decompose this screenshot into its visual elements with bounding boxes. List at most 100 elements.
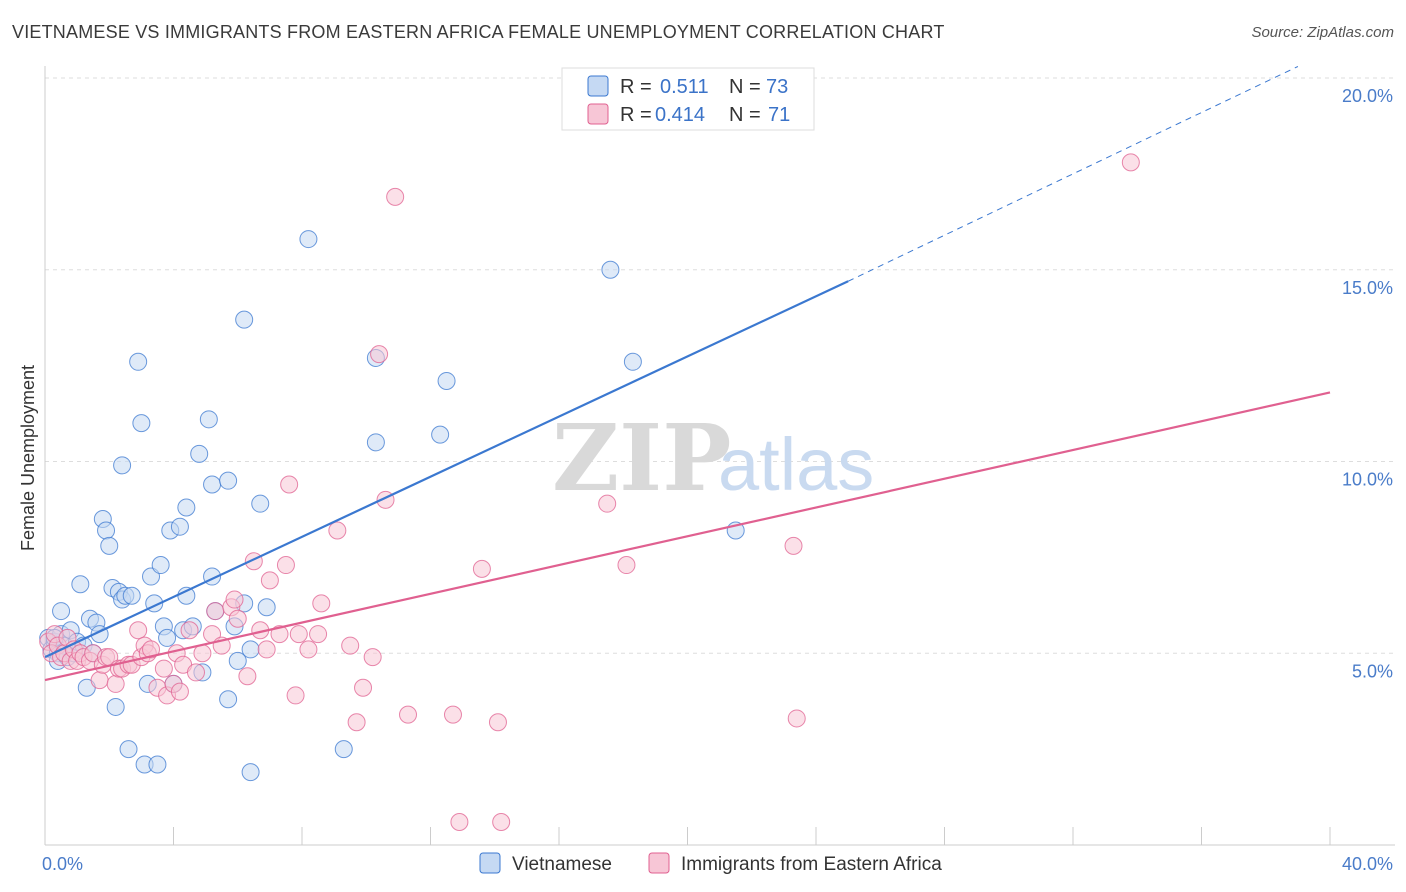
eastern-africa-point-57: [328, 521, 347, 540]
vietnamese-trend-extension: [847, 66, 1299, 282]
eastern-africa-point-72: [617, 556, 636, 575]
watermark-zip: ZIP: [552, 404, 731, 512]
vietnamese-point-30: [129, 352, 148, 371]
eastern-africa-point-48: [260, 571, 279, 590]
eastern-africa-point-55: [309, 625, 328, 644]
x-axis-tick-labels: 0.0% 40.0%: [42, 854, 1393, 874]
y-tick-label-10: 10.0%: [1342, 470, 1393, 490]
vietnamese-point-68: [437, 371, 456, 390]
eastern-africa-point-14: [90, 671, 109, 690]
chart-source: Source: ZipAtlas.com: [1251, 24, 1394, 41]
eastern-africa-point-33: [170, 682, 189, 701]
eastern-africa-point-36: [186, 663, 205, 682]
eastern-africa-point-42: [225, 590, 244, 609]
vietnamese-point-61: [251, 494, 270, 513]
legend-n-label-2: N =: [729, 104, 761, 126]
legend-r-label-2: R =: [620, 104, 652, 126]
vietnamese-point-66: [366, 433, 385, 452]
vietnamese-point-21: [100, 536, 119, 555]
bottom-legend-swatch-vietnamese: [479, 852, 501, 874]
legend: R = 0.511 N = 73 R = 0.414 N = 71: [561, 67, 815, 131]
series-eastern-africa-points: [39, 153, 1140, 831]
eastern-africa-point-35: [180, 621, 199, 640]
vietnamese-point-28: [119, 740, 138, 759]
vietnamese-point-47: [190, 444, 209, 463]
bottom-legend-vietnamese: Vietnamese: [512, 854, 612, 875]
eastern-africa-point-68: [472, 559, 491, 578]
eastern-africa-point-70: [492, 812, 511, 831]
vietnamese-trend-line: [44, 280, 849, 659]
vietnamese-point-54: [219, 690, 238, 709]
legend-n-label-1: N =: [729, 76, 761, 98]
vietnamese-point-39: [158, 628, 177, 647]
vietnamese-point-36: [148, 755, 167, 774]
y-axis-label: Female Unemployment: [18, 365, 38, 551]
eastern-africa-point-29: [154, 659, 173, 678]
eastern-africa-point-18: [106, 674, 125, 693]
eastern-africa-point-44: [238, 667, 257, 686]
vietnamese-point-45: [177, 498, 196, 517]
legend-r-label-1: R =: [620, 76, 652, 98]
vietnamese-point-62: [257, 598, 276, 617]
vietnamese-point-69: [601, 260, 620, 279]
vietnamese-point-59: [241, 640, 260, 659]
legend-r-value-1: 0.511: [660, 76, 709, 98]
y-tick-label-20: 20.0%: [1342, 86, 1393, 106]
x-tick-label-40: 40.0%: [1342, 854, 1393, 874]
y-tick-label-15: 15.0%: [1342, 278, 1393, 298]
eastern-africa-point-59: [347, 713, 366, 732]
eastern-africa-point-50: [276, 556, 295, 575]
vietnamese-point-26: [113, 456, 132, 475]
legend-n-value-2: 71: [768, 104, 790, 126]
eastern-africa-point-43: [228, 609, 247, 628]
eastern-africa-point-71: [598, 494, 617, 513]
eastern-africa-point-62: [370, 345, 389, 364]
legend-n-value-1: 73: [766, 76, 788, 98]
eastern-africa-point-52: [286, 686, 305, 705]
vietnamese-point-51: [203, 475, 222, 494]
eastern-africa-point-58: [341, 636, 360, 655]
vietnamese-point-53: [219, 471, 238, 490]
eastern-africa-point-60: [354, 678, 373, 697]
eastern-africa-point-23: [129, 621, 148, 640]
eastern-africa-point-69: [488, 713, 507, 732]
watermark-atlas: atlas: [718, 423, 874, 506]
eastern-africa-point-51: [280, 475, 299, 494]
axes: [44, 66, 1395, 846]
eastern-africa-point-61: [363, 648, 382, 667]
eastern-africa-point-27: [142, 640, 161, 659]
vietnamese-point-64: [334, 740, 353, 759]
eastern-africa-point-75: [1121, 153, 1140, 172]
legend-swatch-pink: [587, 103, 609, 125]
watermark: ZIP atlas: [552, 404, 874, 512]
vietnamese-point-5: [52, 602, 71, 621]
vietnamese-point-49: [199, 410, 218, 429]
eastern-africa-point-53: [289, 625, 308, 644]
eastern-africa-point-54: [299, 640, 318, 659]
eastern-africa-point-47: [257, 640, 276, 659]
eastern-africa-point-67: [450, 812, 469, 831]
vietnamese-point-29: [122, 586, 141, 605]
vietnamese-point-67: [431, 425, 450, 444]
bottom-legend-swatch-eastern-africa: [648, 852, 670, 874]
legend-r-value-2: 0.414: [655, 104, 705, 126]
eastern-africa-point-39: [206, 602, 225, 621]
vietnamese-point-70: [623, 352, 642, 371]
vietnamese-point-23: [106, 697, 125, 716]
bottom-legend-eastern-africa: Immigrants from Eastern Africa: [681, 854, 942, 875]
eastern-africa-point-74: [787, 709, 806, 728]
legend-swatch-blue: [587, 75, 609, 97]
vietnamese-point-63: [299, 230, 318, 249]
y-tick-label-5: 5.0%: [1352, 661, 1393, 681]
vietnamese-point-12: [71, 575, 90, 594]
vietnamese-point-20: [97, 521, 116, 540]
x-tick-label-0: 0.0%: [42, 854, 83, 874]
vietnamese-point-56: [228, 651, 247, 670]
vietnamese-point-60: [241, 763, 260, 782]
eastern-africa-point-73: [784, 536, 803, 555]
y-axis-tick-labels: 5.0% 10.0% 15.0% 20.0%: [1342, 86, 1393, 681]
vietnamese-point-42: [170, 517, 189, 536]
x-axis-ticks: [44, 827, 1331, 845]
eastern-africa-point-56: [312, 594, 331, 613]
